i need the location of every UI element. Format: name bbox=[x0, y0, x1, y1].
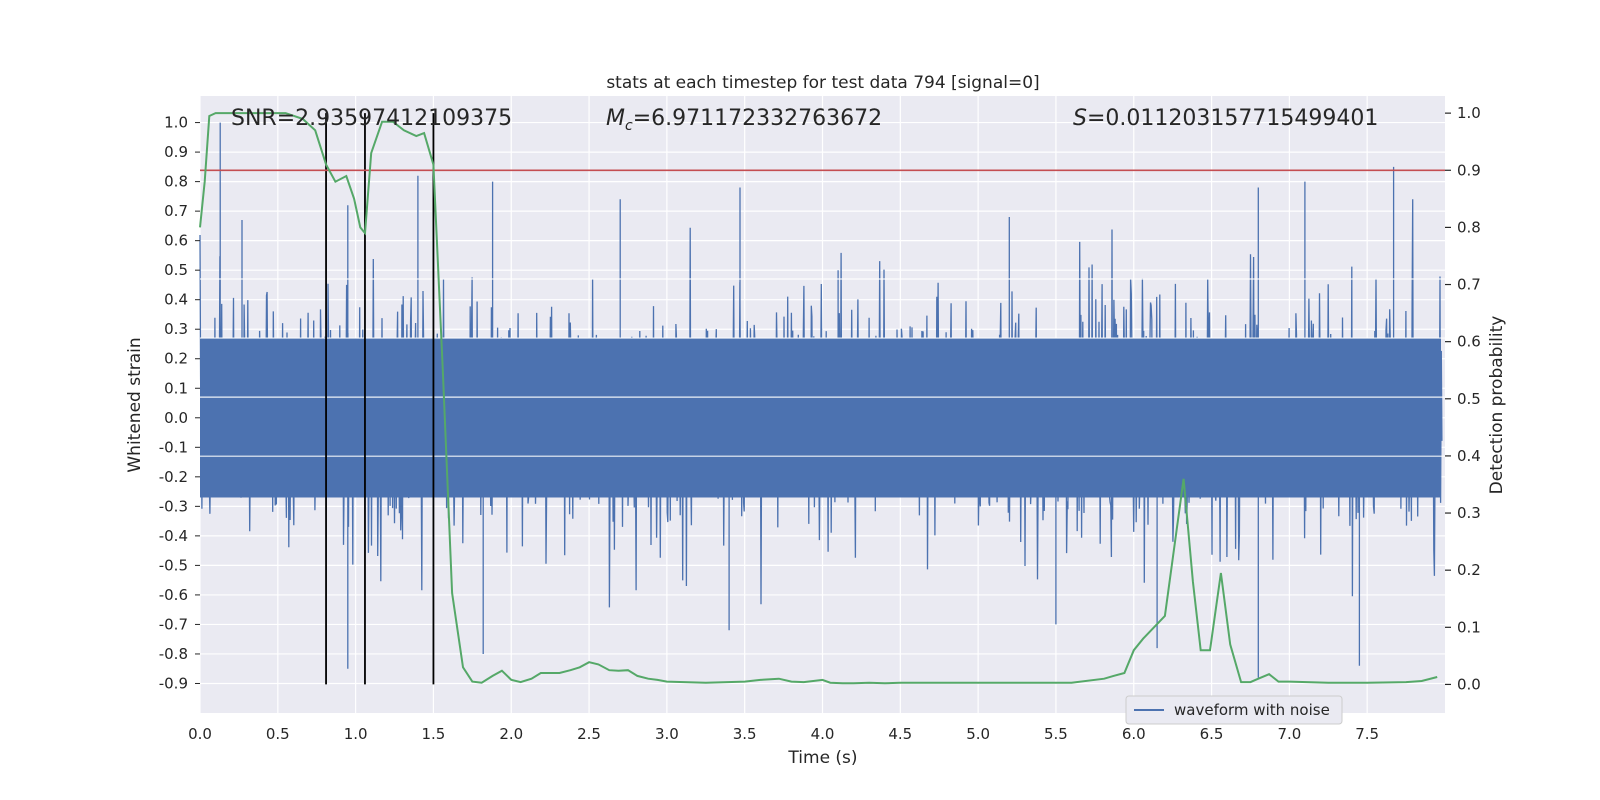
legend: waveform with noise bbox=[1125, 695, 1343, 725]
right-tick-label: 0.1 bbox=[1457, 618, 1481, 636]
x-tick-label: 5.0 bbox=[966, 725, 990, 743]
right-tick-label: 0.8 bbox=[1457, 218, 1481, 236]
waveform-series bbox=[199, 122, 1445, 678]
x-tick-label: 7.5 bbox=[1355, 725, 1379, 743]
x-tick-label: 6.0 bbox=[1122, 725, 1146, 743]
x-tick-label: 3.0 bbox=[655, 725, 679, 743]
snr-annotation: SNR=2.93597412109375 bbox=[231, 106, 512, 131]
right-tick-label: 0.7 bbox=[1457, 276, 1481, 294]
left-tick-label: -0.4 bbox=[159, 527, 188, 545]
right-tick-label: 0.2 bbox=[1457, 561, 1481, 579]
x-tick-label: 0.0 bbox=[188, 725, 212, 743]
score-symbol: S bbox=[1073, 106, 1087, 131]
x-tick-label: 3.5 bbox=[733, 725, 757, 743]
x-tick-label: 1.0 bbox=[344, 725, 368, 743]
right-tick-label: 0.9 bbox=[1457, 161, 1481, 179]
legend-label: waveform with noise bbox=[1174, 701, 1330, 719]
left-tick-label: 1.0 bbox=[164, 114, 188, 132]
right-axis-ticks: 0.0 0.1 0.2 0.3 0.4 0.5 0.6 0.7 0.8 0.9 1.0 bbox=[1445, 104, 1481, 693]
x-tick-label: 2.5 bbox=[577, 725, 601, 743]
detection-probability-line bbox=[199, 112, 1438, 685]
left-tick-label: 0.8 bbox=[164, 173, 188, 191]
left-tick-label: -0.9 bbox=[159, 674, 188, 692]
waveform-core-band bbox=[200, 338, 1441, 498]
left-tick-label: -0.3 bbox=[159, 497, 188, 515]
right-tick-label: 0.0 bbox=[1457, 675, 1481, 693]
vertical-markers bbox=[325, 113, 435, 685]
left-tick-label: 0.7 bbox=[164, 202, 188, 220]
left-tick-label: 0.1 bbox=[164, 379, 188, 397]
x-tick-label: 7.0 bbox=[1277, 725, 1301, 743]
chart-title: stats at each timestep for test data 794… bbox=[606, 73, 1039, 93]
left-tick-label: 0.9 bbox=[164, 143, 188, 161]
chirp-mass-subscript: c bbox=[625, 118, 633, 134]
left-tick-label: 0.2 bbox=[164, 350, 188, 368]
x-tick-label: 4.5 bbox=[888, 725, 912, 743]
x-tick-label: 0.5 bbox=[266, 725, 290, 743]
left-tick-label: -0.2 bbox=[159, 468, 188, 486]
left-tick-label: -0.8 bbox=[159, 645, 188, 663]
left-tick-label: 0.3 bbox=[164, 320, 188, 338]
x-tick-label: 2.0 bbox=[499, 725, 523, 743]
left-tick-label: -0.6 bbox=[159, 586, 188, 604]
left-tick-label: -0.1 bbox=[159, 438, 188, 456]
left-tick-label: 0.4 bbox=[164, 291, 188, 309]
right-tick-label: 0.3 bbox=[1457, 504, 1481, 522]
x-axis-ticks: 0.0 0.5 1.0 1.5 2.0 2.5 3.0 3.5 4.0 4.5 5.0 5.5 6.0 6… bbox=[188, 725, 1379, 743]
x-axis-label: Time (s) bbox=[787, 748, 857, 768]
right-tick-label: 0.5 bbox=[1457, 390, 1481, 408]
chirp-mass-annotation: Mc=6.971172332763672 bbox=[606, 106, 882, 134]
x-tick-label: 5.5 bbox=[1044, 725, 1068, 743]
x-tick-label: 1.5 bbox=[422, 725, 446, 743]
chirp-mass-value: =6.971172332763672 bbox=[633, 106, 882, 131]
right-tick-label: 0.6 bbox=[1457, 333, 1481, 351]
left-tick-label: -0.5 bbox=[159, 556, 188, 574]
chirp-mass-symbol: M bbox=[606, 106, 625, 131]
left-axis-ticks: -0.9 -0.8 -0.7 -0.6 -0.5 -0.4 -0.3 -0.2 -0.1 0.0 0… bbox=[159, 114, 200, 692]
left-tick-label: 0.5 bbox=[164, 261, 188, 279]
left-axis-label: Whitened strain bbox=[125, 337, 145, 472]
left-tick-label: -0.7 bbox=[159, 615, 188, 633]
right-axis-label: Detection probability bbox=[1487, 316, 1507, 495]
left-tick-label: 0.0 bbox=[164, 409, 188, 427]
x-tick-label: 4.0 bbox=[811, 725, 835, 743]
score-annotation: S=0.011203157715499401 bbox=[1073, 106, 1378, 131]
score-value: =0.011203157715499401 bbox=[1087, 106, 1378, 131]
left-tick-label: 0.6 bbox=[164, 232, 188, 250]
right-tick-label: 1.0 bbox=[1457, 104, 1481, 122]
x-tick-label: 6.5 bbox=[1200, 725, 1224, 743]
right-tick-label: 0.4 bbox=[1457, 447, 1481, 465]
legend-box bbox=[1125, 695, 1343, 725]
